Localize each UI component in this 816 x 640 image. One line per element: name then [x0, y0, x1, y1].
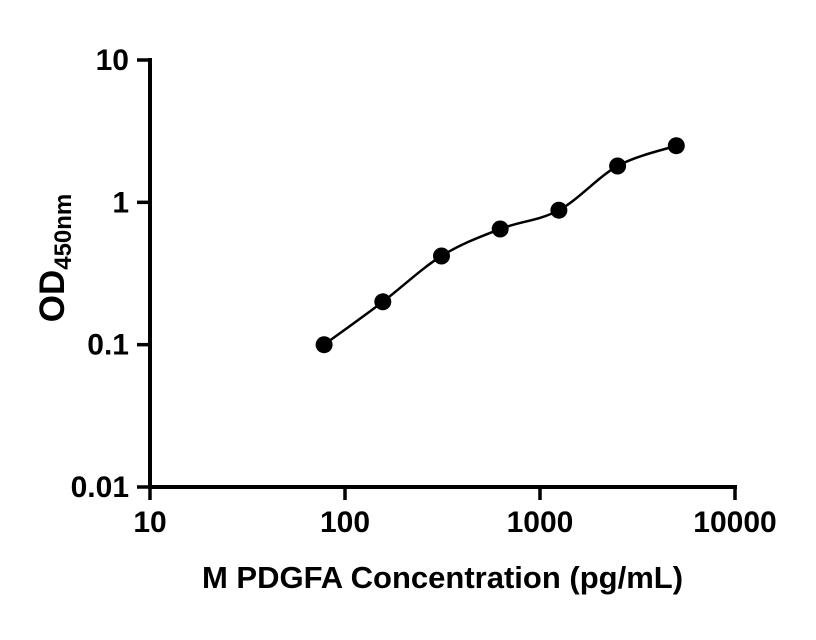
y-tick-label: 10 [96, 44, 129, 77]
data-point [550, 201, 568, 219]
x-tick-label: 10 [133, 506, 166, 539]
data-point [315, 336, 333, 354]
y-axis-title-subscript: 450nm [50, 194, 77, 270]
y-axis-title-main: OD [33, 270, 72, 323]
x-axis-title: M PDGFA Concentration (pg/mL) [202, 560, 683, 595]
data-point [491, 220, 509, 238]
data-point [374, 293, 392, 311]
x-tick-label: 10000 [693, 506, 776, 539]
x-tick-label: 100 [320, 506, 370, 539]
data-point [433, 247, 450, 265]
data-point [667, 137, 685, 155]
y-axis-title: OD450nm [33, 194, 77, 323]
fit-curve [323, 144, 677, 346]
data-point [609, 157, 627, 175]
y-tick-label: 0.01 [71, 471, 129, 504]
x-tick-label: 1000 [507, 506, 574, 539]
y-tick-label: 1 [112, 186, 129, 219]
y-tick-label: 0.1 [87, 329, 129, 362]
